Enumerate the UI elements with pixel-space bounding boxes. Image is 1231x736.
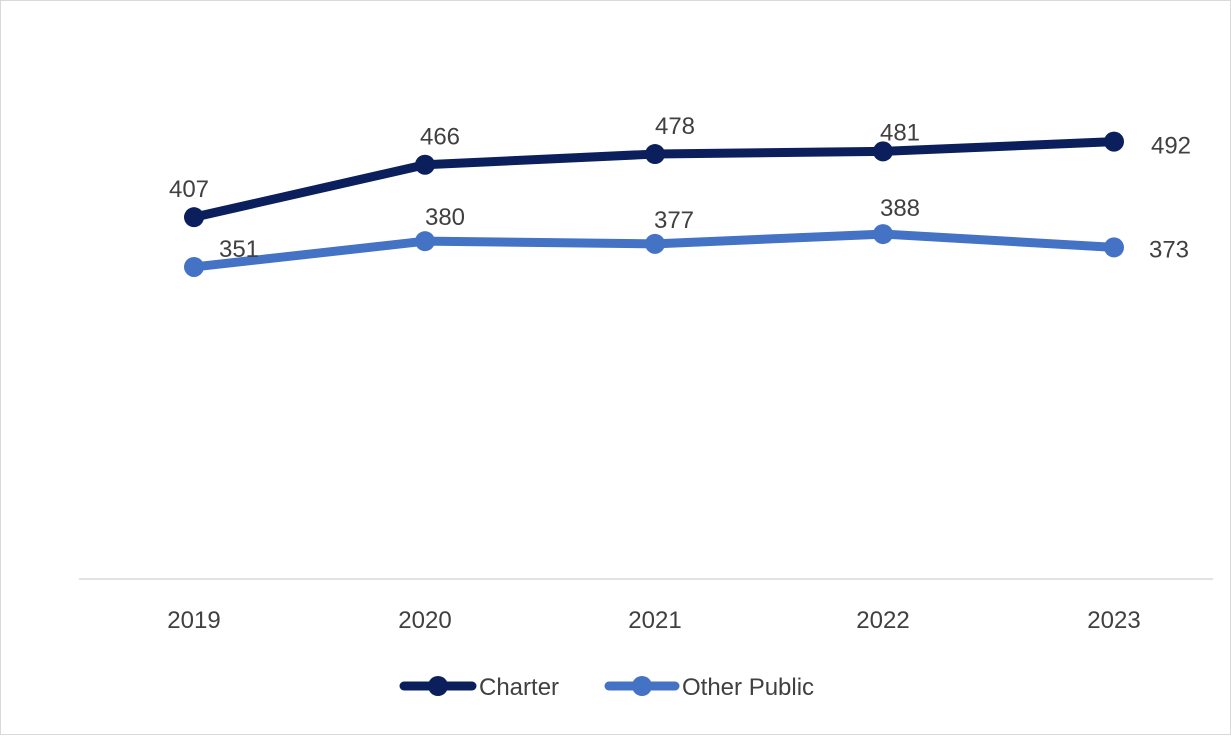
data-point-charter — [184, 207, 204, 228]
data-point-other-public — [415, 231, 435, 252]
x-tick-label: 2023 — [1087, 607, 1140, 634]
legend-item-other-public: Other Public — [604, 674, 814, 701]
data-point-charter — [415, 154, 435, 175]
x-axis: 2019 2020 2021 2022 2023 — [79, 578, 1213, 634]
legend-marker — [428, 676, 448, 696]
data-point-charter — [645, 144, 665, 165]
data-label-charter: 478 — [655, 113, 695, 140]
x-tick-label: 2020 — [398, 607, 451, 634]
data-label-charter: 466 — [420, 124, 460, 151]
data-point-other-public — [184, 256, 204, 277]
legend-item-charter: Charter — [399, 674, 559, 701]
legend-label: Charter — [479, 674, 559, 701]
data-label-other-public: 377 — [654, 207, 694, 234]
series-group — [184, 131, 1124, 277]
data-point-charter — [873, 141, 893, 162]
data-label-other-public: 373 — [1149, 236, 1189, 263]
data-label-other-public: 388 — [880, 195, 920, 222]
legend: Charter Other Public — [399, 674, 814, 701]
legend-label: Other Public — [682, 674, 814, 701]
data-label-other-public: 380 — [425, 204, 465, 231]
data-point-charter — [1104, 131, 1124, 152]
data-point-other-public — [1104, 237, 1124, 258]
data-label-charter: 407 — [169, 176, 209, 203]
x-tick-label: 2022 — [856, 607, 909, 634]
data-point-other-public — [873, 224, 893, 245]
data-point-other-public — [645, 233, 665, 254]
x-tick-label: 2021 — [628, 607, 681, 634]
data-label-charter: 481 — [880, 119, 920, 146]
data-labels-group: 407 466 478 481 492 351 380 377 388 373 — [169, 113, 1191, 263]
legend-marker — [632, 676, 652, 696]
x-tick-label: 2019 — [167, 607, 220, 634]
data-label-charter: 492 — [1151, 133, 1191, 160]
data-label-other-public: 351 — [219, 236, 259, 263]
